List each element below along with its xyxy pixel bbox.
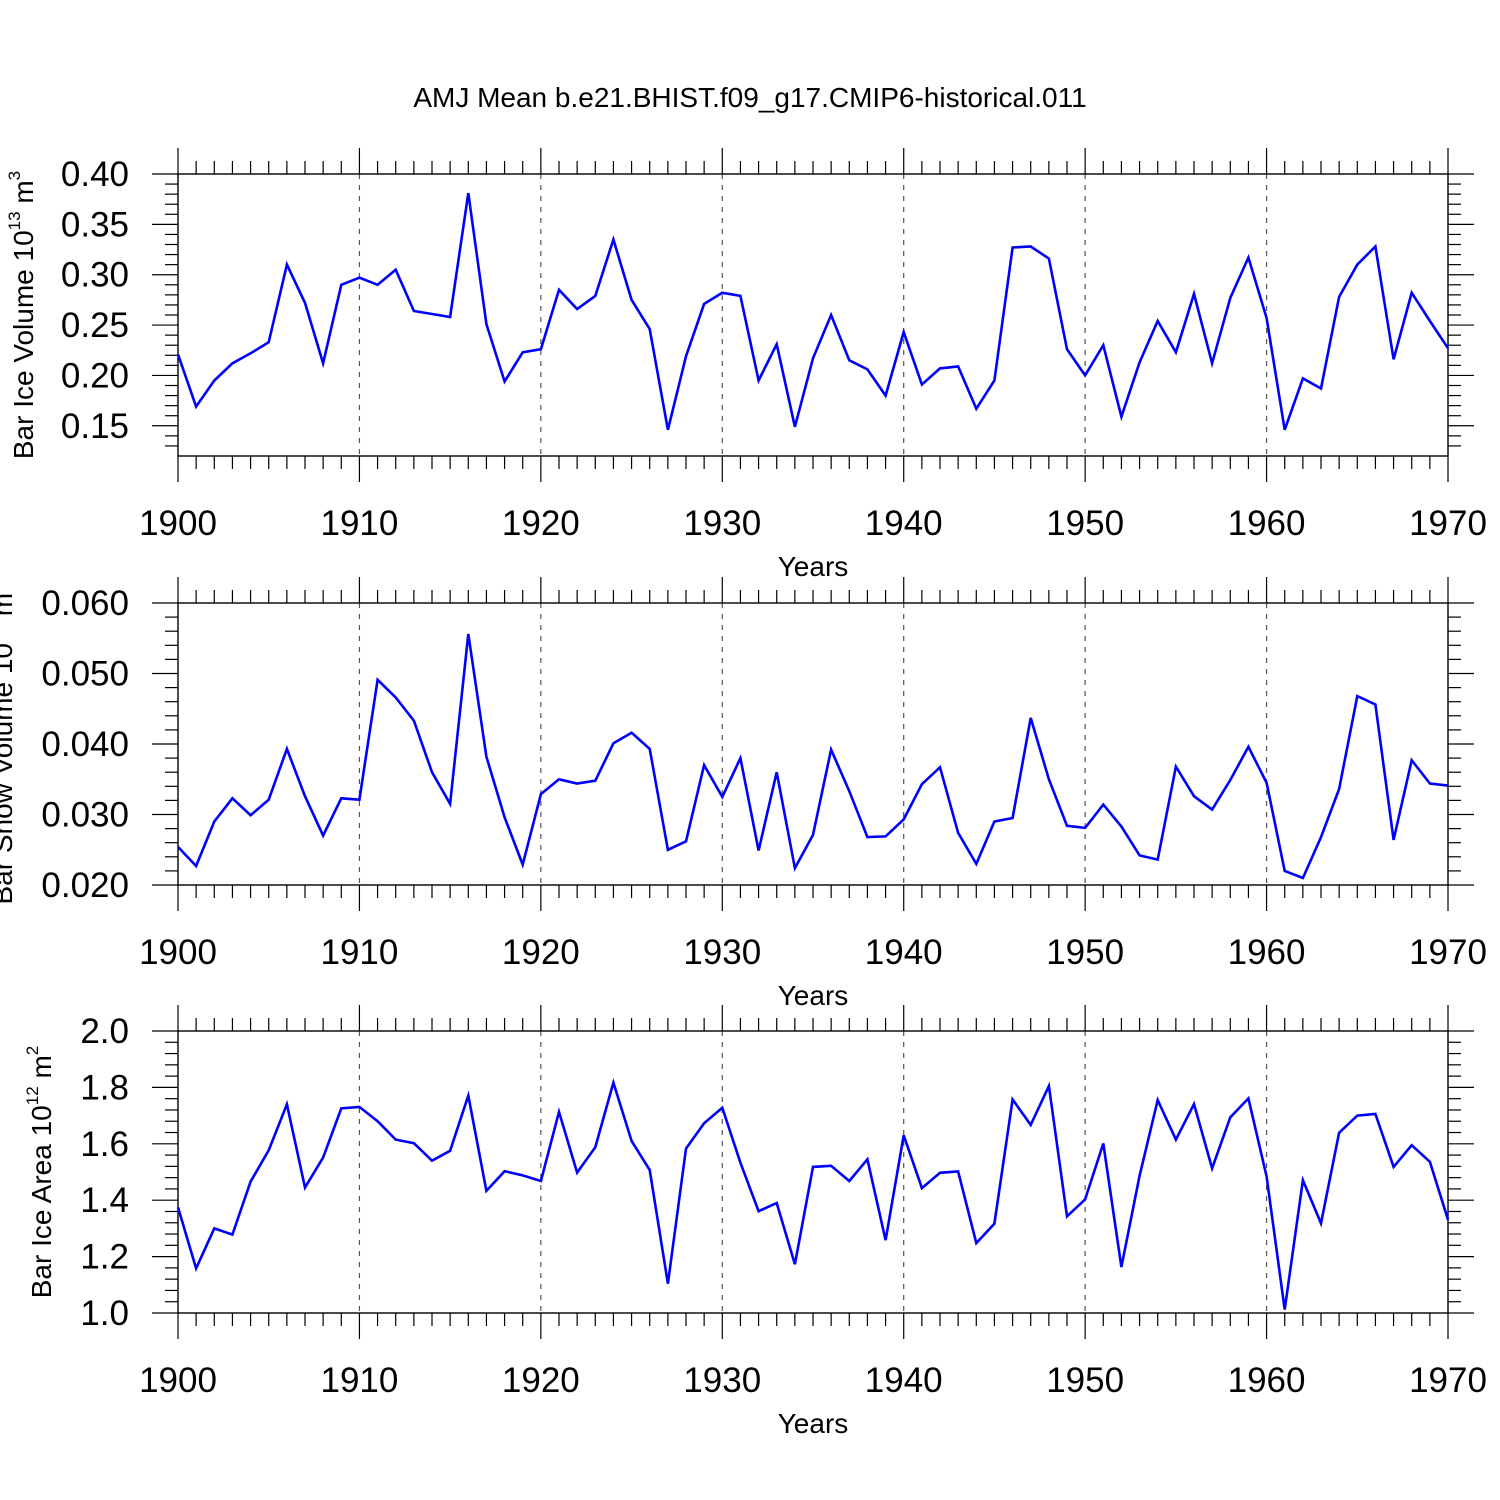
y-tick-label: 1.2 — [80, 1238, 129, 1277]
x-tick-label: 1960 — [1228, 933, 1306, 972]
x-tick-label: 1900 — [139, 933, 217, 972]
x-tick-label: 1900 — [139, 504, 217, 543]
y-tick-label: 0.050 — [41, 655, 129, 694]
x-tick-label: 1950 — [1046, 933, 1124, 972]
x-tick-label: 1930 — [683, 504, 761, 543]
y-axis-title: Bar Ice Area 1012 m2 — [23, 1046, 57, 1299]
x-tick-label: 1970 — [1409, 933, 1487, 972]
y-tick-label: 0.40 — [61, 155, 129, 194]
x-axis-title: Years — [778, 980, 849, 1011]
x-tick-label: 1940 — [865, 504, 943, 543]
x-tick-label: 1900 — [139, 1361, 217, 1400]
ice-area-panel: 1900 1910 1920 1930 1940 1950 1960 1970 Years 1.0… — [23, 1005, 1487, 1439]
x-tick-label: 1970 — [1409, 1361, 1487, 1400]
y-tick-label: 0.060 — [41, 584, 129, 623]
x-tick-label: 1930 — [683, 1361, 761, 1400]
x-tick-label: 1950 — [1046, 504, 1124, 543]
x-tick-label: 1970 — [1409, 504, 1487, 543]
y-tick-label: 1.4 — [80, 1181, 129, 1220]
x-tick-label: 1910 — [320, 1361, 398, 1400]
y-axis-title: Bar Ice Volume 1013 m3 — [5, 171, 39, 459]
x-axis-title: Years — [778, 551, 849, 582]
ice-volume-panel: 1900 1910 1920 1930 1940 1950 1960 1970 Years 0.1… — [5, 148, 1487, 582]
y-axis-title: Bar Snow Volume 1013 m3 — [0, 584, 18, 905]
y-tick-label: 0.040 — [41, 725, 129, 764]
y-tick-label: 0.020 — [41, 866, 129, 905]
y-tick-label: 1.8 — [80, 1068, 129, 1107]
y-tick-label: 1.6 — [80, 1125, 129, 1164]
chart-title: AMJ Mean b.e21.BHIST.f09_g17.CMIP6-histo… — [413, 82, 1087, 113]
x-tick-label: 1950 — [1046, 1361, 1124, 1400]
plot-frame — [177, 173, 1449, 457]
x-axis-title: Years — [778, 1408, 849, 1439]
ice-volume-line — [176, 192, 1450, 431]
y-tick-label: 0.30 — [61, 256, 129, 295]
x-tick-label: 1920 — [502, 504, 580, 543]
y-tick-label: 1.0 — [80, 1294, 129, 1333]
y-tick-label: 0.030 — [41, 796, 129, 835]
x-tick-label: 1930 — [683, 933, 761, 972]
x-tick-label: 1910 — [320, 933, 398, 972]
x-tick-label: 1910 — [320, 504, 398, 543]
x-tick-label: 1960 — [1228, 504, 1306, 543]
y-tick-label: 0.35 — [61, 205, 129, 244]
y-tick-label: 2.0 — [80, 1012, 129, 1051]
x-tick-label: 1920 — [502, 1361, 580, 1400]
ice-area-line — [176, 1078, 1450, 1310]
x-tick-label: 1940 — [865, 1361, 943, 1400]
snow-volume-panel: 1900 1910 1920 1930 1940 1950 1960 1970 Years 0.0… — [0, 577, 1487, 1011]
x-tick-label: 1940 — [865, 933, 943, 972]
x-tick-label: 1960 — [1228, 1361, 1306, 1400]
y-tick-label: 0.20 — [61, 356, 129, 395]
x-tick-label: 1920 — [502, 933, 580, 972]
snow-volume-line — [177, 633, 1449, 880]
y-tick-label: 0.15 — [61, 407, 129, 446]
y-tick-label: 0.25 — [61, 306, 129, 345]
